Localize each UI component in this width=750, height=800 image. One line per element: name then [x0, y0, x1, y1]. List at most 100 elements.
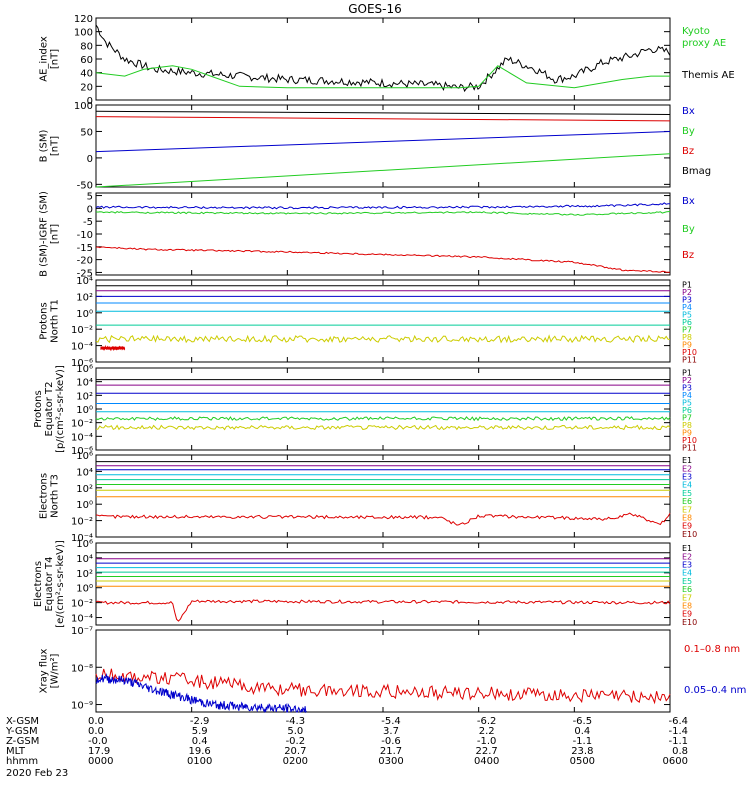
legend-entry: E9 [682, 522, 692, 531]
series-line-bmag [95, 110, 671, 115]
y-tick-label: -20 [77, 256, 93, 267]
legend-entry: E6 [682, 497, 692, 506]
y-tick-label: 60 [80, 55, 93, 66]
orbit-value: 23.8 [571, 746, 593, 757]
legend-entry: E5 [682, 577, 692, 586]
y-axis-label: Xray flux [39, 649, 50, 694]
y-axis-label: Equator T4 [44, 557, 55, 612]
y-tick-label: 10⁻² [71, 325, 93, 336]
legend-entry: P3 [682, 296, 692, 305]
legend-entry: By [682, 126, 695, 137]
legend-entry: P5 [682, 399, 692, 408]
panel-bigrf: -25-20 -15 -10 -5 05 B (SM)-IGRF (SM) [nT] Bx By… [39, 191, 695, 279]
legend-entry: E5 [682, 489, 692, 498]
legend-entry: P8 [682, 333, 692, 342]
series-line-p8 [95, 334, 671, 344]
y-axis-label: [nT] [50, 224, 61, 244]
orbit-value: 0.0 [88, 716, 104, 727]
legend-entry: E2 [682, 464, 692, 473]
orbit-row-label: MLT [6, 746, 26, 757]
legend-entry: P10 [682, 436, 697, 445]
y-tick-label: 10⁻⁴ [71, 342, 93, 353]
y-axis-label: Electrons [39, 473, 50, 519]
orbit-value: 0.4 [192, 736, 208, 747]
legend-entry: P11 [682, 443, 697, 452]
legend-entry: P10 [682, 348, 697, 357]
y-tick-label: 100 [74, 101, 93, 112]
orbit-value: 0600 [663, 756, 688, 767]
orbit-value: -5.4 [381, 716, 401, 727]
orbit-value: -2.9 [190, 716, 210, 727]
legend-entry: By [682, 224, 695, 235]
y-tick-label: 10⁰ [76, 500, 93, 511]
panel-frame [95, 629, 671, 713]
orbit-value: -1.0 [477, 736, 497, 747]
y-tick-label: 10² [76, 292, 93, 303]
legend-entry: P8 [682, 421, 692, 430]
y-axis-label: B (SM) [39, 129, 50, 162]
orbit-table: X-GSMY-GSMZ-GSMMLThhmm0.00.0-0.017.90000… [5, 716, 688, 767]
orbit-value: 20.7 [284, 746, 306, 757]
y-axis-label: [nT] [50, 49, 61, 69]
y-tick-label: 10⁴ [76, 276, 93, 287]
y-tick-label: 10⁻⁴ [71, 614, 93, 625]
orbit-value: 3.7 [383, 726, 399, 737]
orbit-value: -0.2 [286, 736, 306, 747]
series-line-bx [95, 131, 671, 153]
y-tick-label: 10⁴ [76, 554, 93, 565]
orbit-value: 0.4 [574, 726, 590, 737]
series-line-bx [95, 202, 671, 210]
y-tick-label: 10⁻⁷ [71, 626, 93, 637]
panel-pnorth: 10⁻⁶ 10⁻⁴ 10⁻² 10⁰ 10² 10⁴ Protons North T1 P1P2… [39, 276, 698, 369]
legend-entry: P2 [682, 376, 692, 385]
y-axis-label: B (SM)-IGRF (SM) [39, 191, 50, 277]
legend-entry: E6 [682, 585, 692, 594]
orbit-value: 0.0 [88, 726, 104, 737]
date-label: 2020 Feb 23 [6, 768, 68, 779]
y-tick-label: 0 [87, 154, 93, 165]
orbit-row-label: Y-GSM [5, 726, 38, 737]
series-line-themis-ae [95, 24, 671, 93]
y-axis-label: [p/(cm²-s-sr-keV)] [55, 365, 66, 453]
orbit-value: 0100 [187, 756, 212, 767]
legend-entry: E10 [682, 530, 697, 539]
series-line-e10 [95, 512, 671, 526]
y-tick-label: -50 [77, 180, 93, 191]
panel-frame [95, 367, 671, 451]
legend-entry: P1 [682, 369, 692, 378]
y-tick-label: 20 [80, 82, 93, 93]
y-axis-label: Equator T2 [44, 382, 55, 437]
series-line-p6 [95, 416, 671, 422]
y-tick-label: 120 [74, 14, 93, 25]
y-tick-label: 5 [87, 192, 93, 203]
series-line-e10 [95, 599, 671, 622]
y-axis-label: North T3 [50, 474, 61, 518]
orbit-row-label: hhmm [6, 756, 38, 767]
orbit-value: -6.2 [477, 716, 497, 727]
legend-entry: Bx [682, 106, 695, 117]
series-line-bz [95, 246, 671, 273]
panel-pequator: 10⁻⁶ 10⁻⁴ 10⁻² 10⁰ 10² 10⁴ 10⁶ Protons Equator T… [33, 364, 697, 457]
panel-eequator: 10⁻⁴ 10⁻² 10⁰ 10² 10⁴ 10⁶ Electrons Equator T4[… [33, 539, 697, 628]
orbit-value: -6.4 [668, 716, 688, 727]
plot-title: GOES-16 [348, 2, 402, 16]
legend-entry: E10 [682, 618, 697, 627]
series-line-bz [95, 116, 671, 122]
legend-entry: proxy AE [682, 38, 726, 49]
orbit-value: -1.1 [573, 736, 593, 747]
y-axis-label: Protons [39, 302, 50, 339]
series-line-by [95, 153, 671, 188]
y-tick-label: 10⁻² [71, 599, 93, 610]
y-tick-label: 10² [76, 484, 93, 495]
y-axis-label: [W/m²] [50, 653, 61, 688]
orbit-value: -1.1 [668, 736, 688, 747]
orbit-value: -4.3 [286, 716, 306, 727]
y-tick-label: 10⁶ [76, 451, 93, 462]
legend-entry: P3 [682, 384, 692, 393]
orbit-value: 0400 [474, 756, 499, 767]
legend-entry: E7 [682, 505, 692, 514]
y-tick-label: 10⁻⁹ [71, 701, 93, 712]
y-axis-label: Electrons [33, 561, 44, 607]
legend-entry: E3 [682, 561, 692, 570]
